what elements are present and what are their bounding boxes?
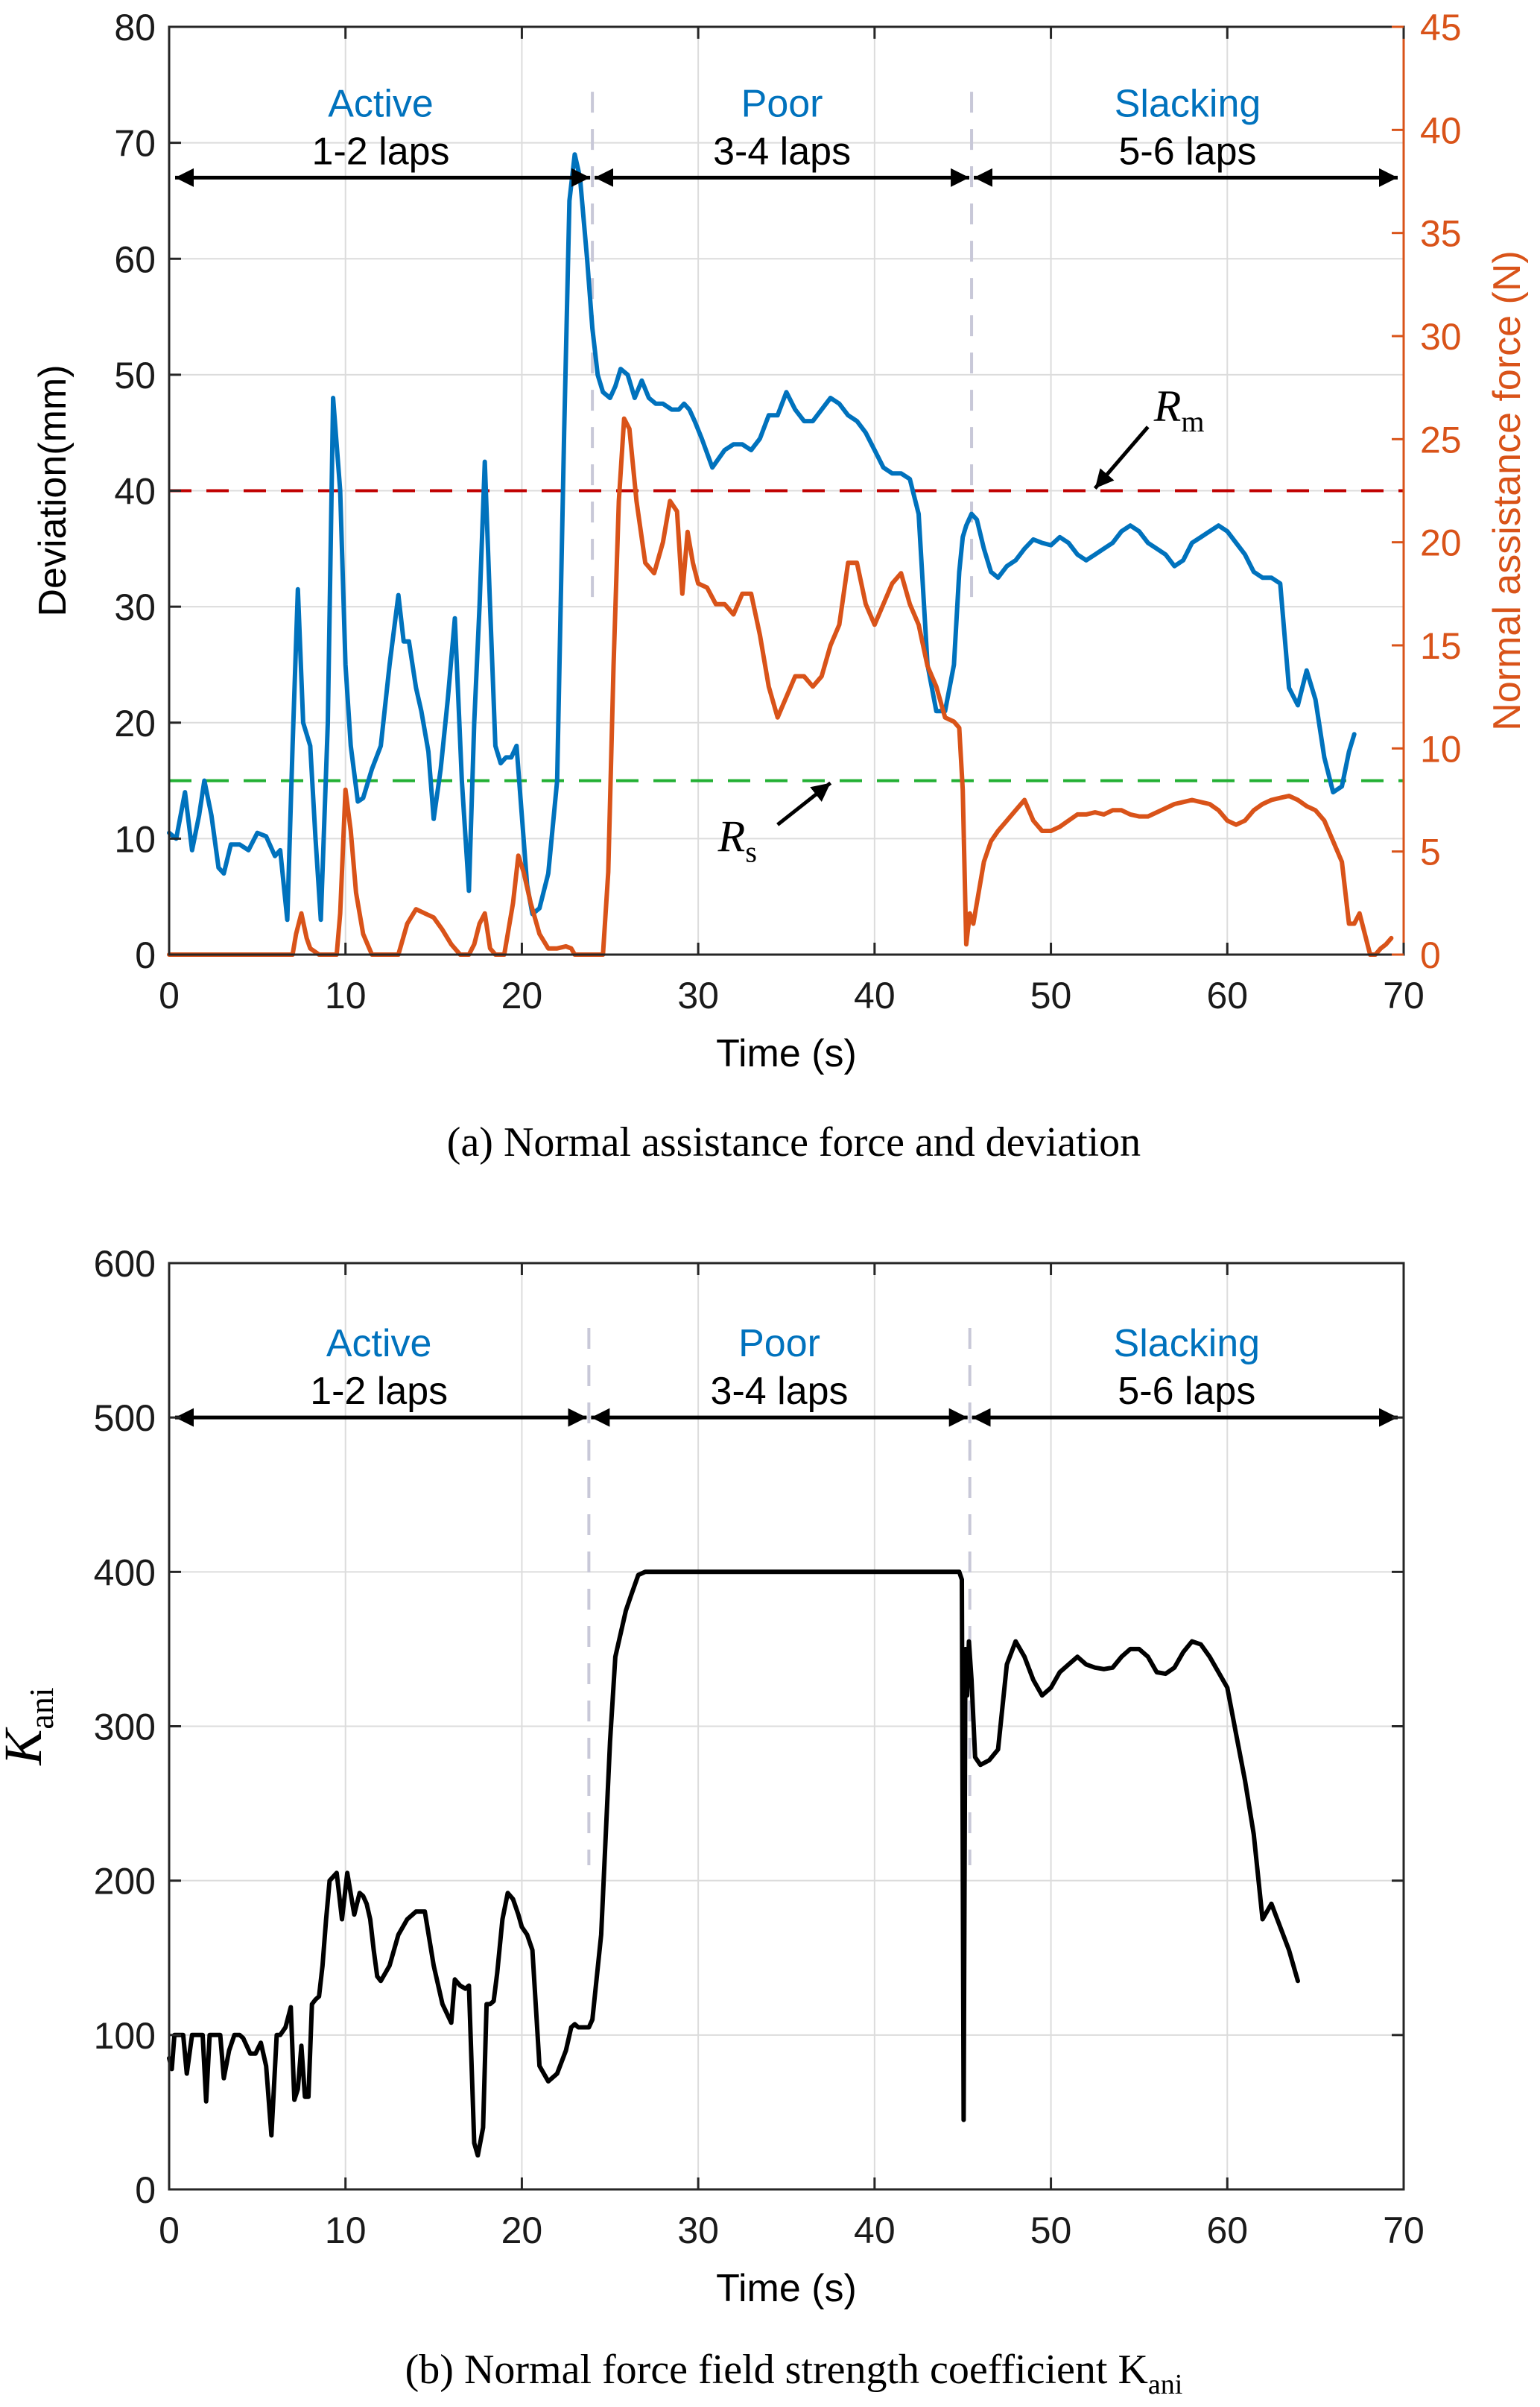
phase-label-poor: Poor xyxy=(741,82,823,125)
y-right-tick-label: 10 xyxy=(1420,728,1462,770)
x-tick-label: 50 xyxy=(1030,975,1072,1016)
y-right-tick-label: 20 xyxy=(1420,522,1462,564)
y-tick-label: 200 xyxy=(94,1861,156,1902)
series-lines-b xyxy=(167,1569,1300,2158)
phase-label-poor: Poor xyxy=(738,1322,820,1365)
y-label-main: K xyxy=(0,1727,53,1766)
caption-b-main: (b) Normal force field strength coeffici… xyxy=(405,2347,1148,2393)
y-right-tick-label: 30 xyxy=(1420,316,1462,358)
phase-laps-poor: 3-4 laps xyxy=(711,1370,849,1413)
x-tick-labels-b: 0 10 20 30 40 50 60 70 xyxy=(159,2210,1425,2251)
series-line-deviation xyxy=(167,152,1357,923)
phase-laps-poor: 3-4 laps xyxy=(713,130,851,173)
y-tick-label: 0 xyxy=(135,934,156,976)
x-tick-label: 30 xyxy=(677,975,719,1016)
x-tick-label: 30 xyxy=(677,2210,719,2251)
phase-laps-active: 1-2 laps xyxy=(312,130,450,173)
phase-label-slacking: Slacking xyxy=(1114,1322,1261,1365)
y-tick-label: 0 xyxy=(135,2169,156,2211)
y-label-sub: ani xyxy=(22,1687,60,1729)
phase-labels-a: Active 1-2 laps Poor 3-4 laps Slacking 5… xyxy=(312,82,1261,173)
x-tick-label: 20 xyxy=(501,2210,543,2251)
ticks-b xyxy=(168,1262,1405,2191)
phase-label-active: Active xyxy=(328,82,434,125)
threshold-labels: Rm Rs xyxy=(717,382,1205,869)
y-tick-label: 500 xyxy=(94,1397,156,1439)
phase-laps-active: 1-2 laps xyxy=(310,1370,448,1413)
caption-b-sub: ani xyxy=(1148,2369,1182,2400)
y-tick-label: 80 xyxy=(114,7,156,48)
rm-label-sub: m xyxy=(1181,405,1204,438)
x-tick-label: 40 xyxy=(854,2210,896,2251)
y-axis-label-b: Kani xyxy=(0,1687,60,1765)
threshold-lines xyxy=(169,426,1404,826)
y-tick-label: 40 xyxy=(114,471,156,513)
x-tick-label: 60 xyxy=(1206,975,1248,1016)
x-tick-label: 70 xyxy=(1383,2210,1425,2251)
x-tick-label: 20 xyxy=(501,975,543,1016)
y-right-tick-label: 0 xyxy=(1420,934,1441,976)
y-tick-label: 600 xyxy=(94,1243,156,1285)
x-tick-label: 60 xyxy=(1206,2210,1248,2251)
y-right-tick-label: 5 xyxy=(1420,832,1441,873)
y-tick-label: 10 xyxy=(114,818,156,860)
phase-laps-slacking: 5-6 laps xyxy=(1119,130,1257,173)
y-right-tick-label: 45 xyxy=(1420,7,1462,48)
chart-deviation-force: Active 1-2 laps Poor 3-4 laps Slacking 5… xyxy=(31,7,1529,1165)
phase-labels-b: Active 1-2 laps Poor 3-4 laps Slacking 5… xyxy=(310,1322,1260,1413)
y-tick-label: 20 xyxy=(114,703,156,744)
y-right-tick-label: 35 xyxy=(1420,213,1462,255)
y-right-tick-label: 25 xyxy=(1420,419,1462,461)
y-right-tick-labels-a: 0 5 10 15 20 25 30 35 40 45 xyxy=(1420,7,1462,976)
ticks-a xyxy=(168,25,1405,956)
caption-a: (a) Normal assistance force and deviatio… xyxy=(447,1119,1141,1165)
phase-label-slacking: Slacking xyxy=(1115,82,1261,125)
y-tick-label: 50 xyxy=(114,355,156,396)
y-tick-label: 60 xyxy=(114,238,156,280)
x-axis-label-b: Time (s) xyxy=(716,2267,857,2310)
rs-label: Rs xyxy=(717,812,757,869)
x-tick-label: 10 xyxy=(325,2210,367,2251)
x-axis-label-a: Time (s) xyxy=(716,1032,857,1075)
threshold-arrow-rs xyxy=(776,781,832,826)
x-tick-label: 0 xyxy=(159,975,180,1016)
y-right-axis-label-a: Normal assistance force (N) xyxy=(1486,250,1529,730)
y-tick-label: 100 xyxy=(94,2015,156,2057)
chart-kani: Active 1-2 laps Poor 3-4 laps Slacking 5… xyxy=(0,1243,1425,2400)
y-tick-label: 300 xyxy=(94,1707,156,1748)
threshold-arrow-rm xyxy=(1093,426,1150,490)
phase-label-active: Active xyxy=(326,1322,432,1365)
series-line-k-ani xyxy=(167,1569,1300,2158)
y-axis-label-a: Deviation(mm) xyxy=(31,364,75,616)
rs-label-sub: s xyxy=(745,835,757,869)
y-tick-label: 30 xyxy=(114,586,156,628)
phase-separators-a xyxy=(591,92,974,612)
x-tick-label: 50 xyxy=(1030,2210,1072,2251)
rs-label-main: R xyxy=(717,812,746,861)
y-tick-labels-b: 0 100 200 300 400 500 600 xyxy=(94,1243,156,2211)
x-tick-label: 10 xyxy=(325,975,367,1016)
series-line-normal-assistance-force xyxy=(167,416,1394,957)
y-tick-label: 400 xyxy=(94,1552,156,1593)
y-tick-label: 70 xyxy=(114,123,156,165)
y-right-tick-label: 40 xyxy=(1420,110,1462,151)
caption-b: (b) Normal force field strength coeffici… xyxy=(405,2347,1183,2400)
phase-laps-slacking: 5-6 laps xyxy=(1118,1370,1255,1413)
x-tick-label: 0 xyxy=(159,2210,180,2251)
x-tick-label: 40 xyxy=(854,975,896,1016)
rm-label-main: R xyxy=(1153,382,1182,431)
x-tick-label: 70 xyxy=(1383,975,1425,1016)
rm-label: Rm xyxy=(1153,382,1205,438)
series-lines-a xyxy=(167,152,1394,957)
phase-separators-b xyxy=(587,1328,972,1865)
y-right-tick-label: 15 xyxy=(1420,625,1462,667)
y-tick-labels-a: 0 10 20 30 40 50 60 70 80 xyxy=(114,7,156,976)
x-tick-labels-a: 0 10 20 30 40 50 60 70 xyxy=(159,975,1425,1016)
